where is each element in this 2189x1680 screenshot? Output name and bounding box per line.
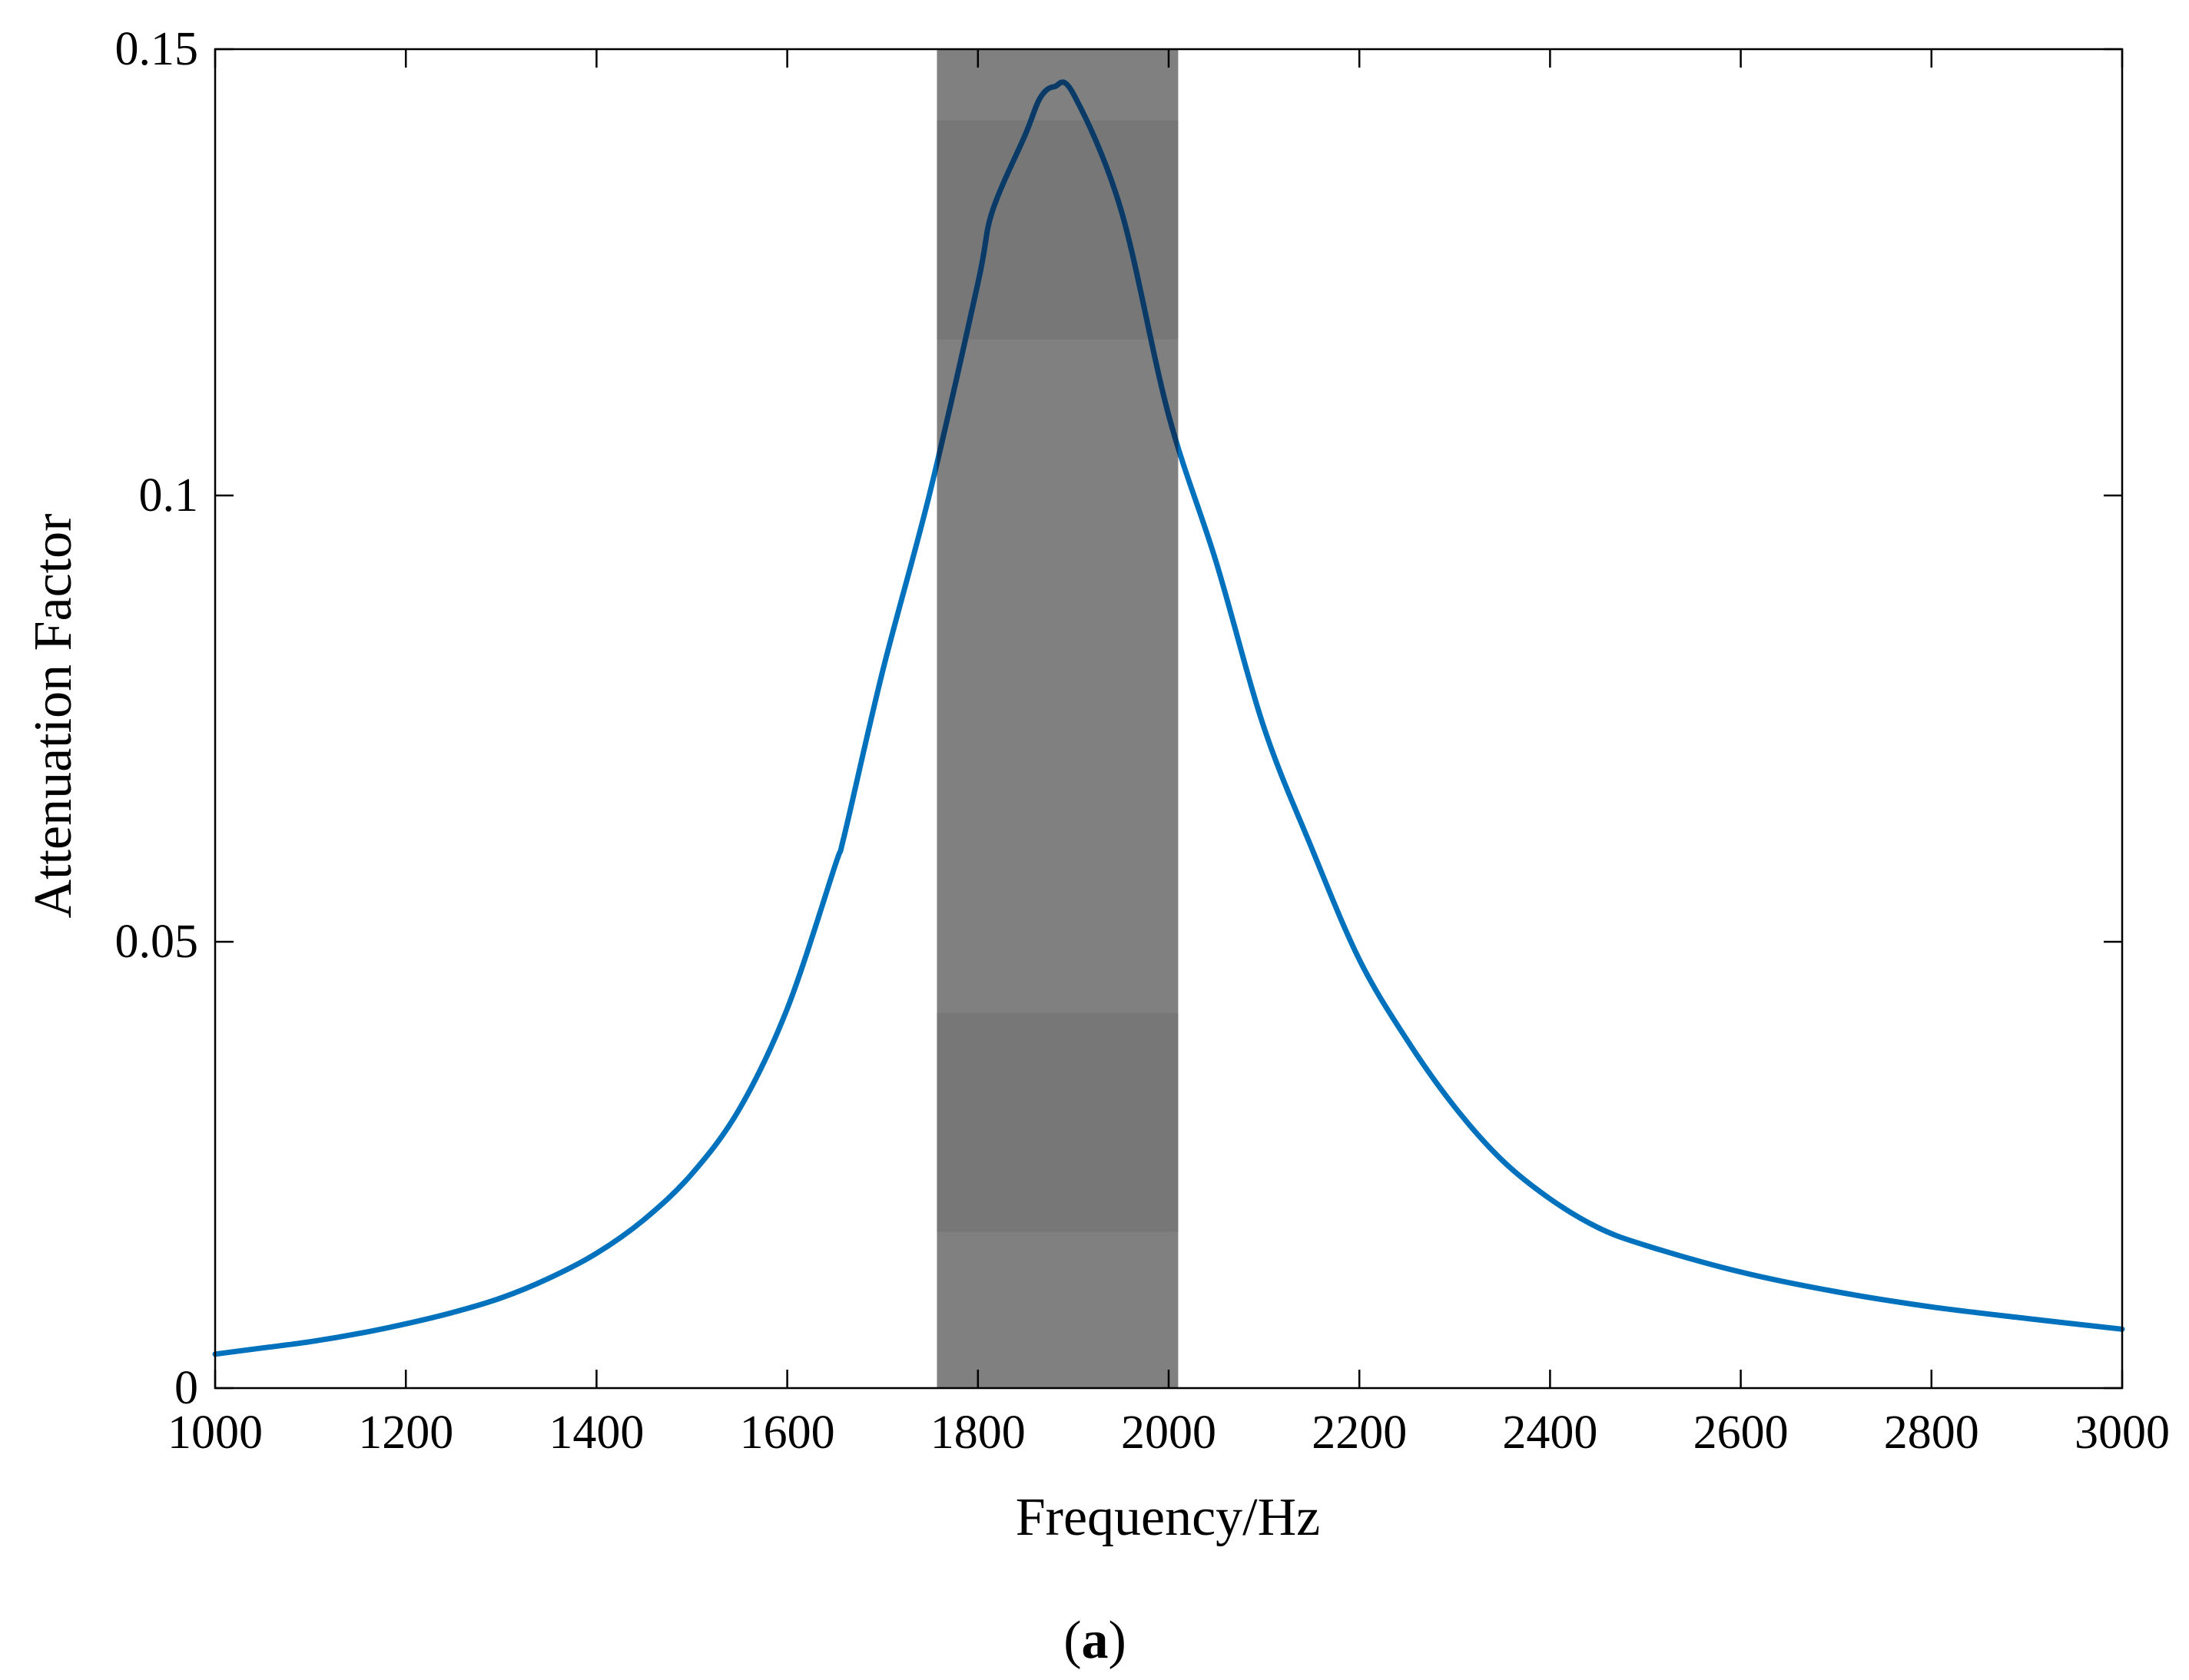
y-tick-label-3: 0.15 (115, 23, 199, 75)
x-tick-label-5: 2000 (1121, 1407, 1216, 1459)
x-tick-label-2: 1400 (549, 1407, 644, 1459)
y-tick-label-1: 0.05 (115, 916, 199, 968)
x-tick-label-6: 2200 (1312, 1407, 1407, 1459)
x-tick-label-3: 1600 (740, 1407, 835, 1459)
x-tick-label-7: 2400 (1502, 1407, 1597, 1459)
panel-label-open: ( (1063, 1611, 1081, 1670)
panel-label-close: ) (1109, 1611, 1126, 1670)
y-axis-title: Attenuation Factor (24, 514, 83, 919)
x-tick-label-10: 3000 (2075, 1407, 2170, 1459)
x-tick-label-9: 2800 (1884, 1407, 1979, 1459)
y-tick-label-2: 0.1 (139, 469, 199, 522)
band-gap-dark-strip-1 (937, 1012, 1179, 1232)
x-axis-title: Frequency/Hz (1016, 1488, 1321, 1547)
curve-layer (212, 79, 2125, 1357)
x-tick-label-8: 2600 (1693, 1407, 1789, 1459)
y-tick-label-0: 0 (174, 1362, 198, 1414)
panel-label: (a) (1063, 1611, 1126, 1670)
panel-label-letter: a (1082, 1611, 1109, 1670)
tick-layer: 1000 1200 1400 1600 1800 2000 2200 2400 2600 2800… (115, 23, 2171, 1459)
band-gap-dark-strip-0 (937, 120, 1179, 340)
x-tick-label-4: 1800 (930, 1407, 1026, 1459)
x-tick-label-1: 1200 (358, 1407, 453, 1459)
band-gap-layer (937, 49, 1179, 1388)
series-line-in-band-0 (937, 79, 1179, 476)
x-tick-label-0: 1000 (167, 1407, 263, 1459)
